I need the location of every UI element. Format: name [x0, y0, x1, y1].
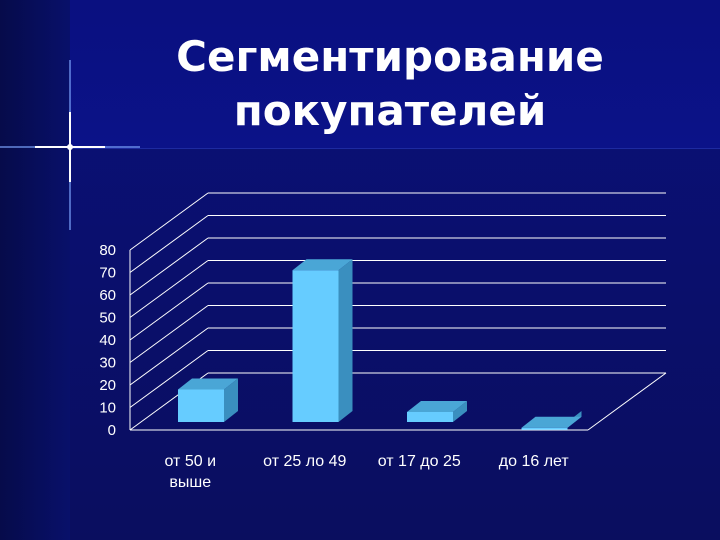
gridline-side — [129, 192, 209, 251]
x-category-label: до 16 лет — [499, 453, 570, 470]
title-line-2: покупателей — [233, 86, 547, 135]
bar-top — [521, 416, 582, 428]
bar-top — [292, 259, 353, 271]
floor-right-edge — [587, 372, 667, 431]
gridline-side — [129, 260, 209, 318]
x-category-label: выше — [169, 474, 211, 491]
x-axis-categories: от 50 и выше от 25 ло 49 от 17 до 25 до 16 л… — [165, 453, 570, 491]
bar — [178, 378, 238, 422]
title-line-1: Сегментирование — [176, 32, 604, 81]
y-tick-label: 10 — [99, 400, 116, 417]
bar — [407, 401, 467, 422]
bar-front — [178, 389, 224, 422]
bar-front — [407, 412, 453, 422]
x-category-label: от 25 ло 49 — [263, 453, 346, 470]
bar-front — [292, 270, 339, 422]
x-category-label: от 50 и — [165, 453, 217, 470]
chart-bars — [178, 259, 582, 430]
y-tick-label: 0 — [108, 422, 116, 439]
title-band — [70, 0, 720, 149]
y-tick-label: 70 — [99, 265, 116, 282]
y-tick-label: 20 — [99, 377, 116, 394]
y-tick-label: 80 — [99, 242, 116, 259]
page-title: Сегментирование покупателей — [140, 30, 640, 138]
gridline-side — [129, 305, 209, 363]
gridline-side — [129, 282, 209, 341]
bar — [521, 411, 582, 430]
chart-grid — [129, 192, 667, 431]
y-tick-label: 40 — [99, 332, 116, 349]
bar — [292, 259, 353, 422]
bar-side — [453, 401, 467, 422]
gridline-side — [129, 327, 209, 386]
bar-side — [338, 259, 353, 422]
bar-top — [178, 378, 238, 390]
y-tick-label: 50 — [99, 310, 116, 327]
bar-front — [521, 427, 568, 430]
gridline-side — [129, 237, 209, 296]
y-tick-label: 60 — [99, 287, 116, 304]
bar-side — [224, 378, 238, 422]
left-decor-band — [0, 0, 70, 540]
bar-top — [407, 401, 467, 412]
y-axis-ticks: 0 10 20 30 40 50 60 70 80 — [99, 242, 116, 439]
gridline-side — [129, 215, 209, 273]
y-tick-label: 30 — [99, 355, 116, 372]
x-category-label: от 17 до 25 — [378, 453, 461, 470]
gridline-side — [129, 350, 209, 408]
